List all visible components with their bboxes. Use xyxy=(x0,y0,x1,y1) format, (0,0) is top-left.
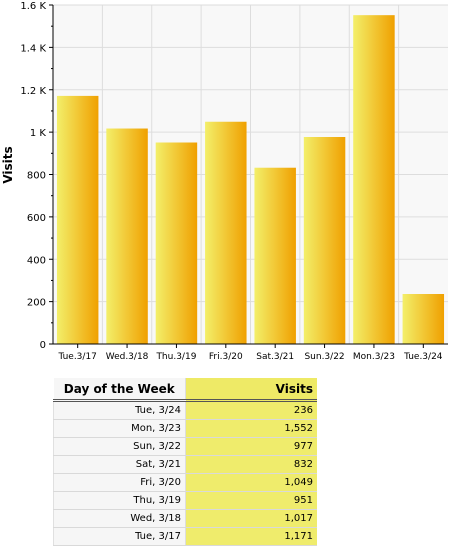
y-tick-label: 600 xyxy=(27,213,46,224)
table-body: Tue, 3/24 236 Mon, 3/23 1,552 Sun, 3/22 977 Sa… xyxy=(53,400,317,546)
cell-visits: 1,171 xyxy=(185,527,317,546)
cell-visits: 951 xyxy=(185,491,317,510)
y-axis-label: Visits xyxy=(1,146,15,183)
cell-day: Fri, 3/20 xyxy=(53,473,186,492)
cell-day: Tue, 3/24 xyxy=(53,400,186,420)
x-tick-label: Mon.3/23 xyxy=(353,352,395,362)
cell-day: Mon, 3/23 xyxy=(53,419,186,438)
x-tick-label: Tue.3/24 xyxy=(403,352,443,362)
bar-chart: 0 200 400 600 800 1 K 1.2 K 1.4 K 1.6 K Tue.3/17 W… xyxy=(1,1,448,362)
x-tick-label: Wed.3/18 xyxy=(106,352,149,362)
table-row: Wed, 3/18 1,017 xyxy=(53,509,317,528)
table-row: Sat, 3/21 832 xyxy=(53,455,317,474)
bar[interactable] xyxy=(155,142,198,344)
data-table: Day of the Week Visits Tue, 3/24 236 Mon, … xyxy=(53,378,317,546)
table-header-row: Day of the Week Visits xyxy=(53,378,317,402)
y-tick-label: 1.6 K xyxy=(20,1,46,12)
cell-visits: 1,552 xyxy=(185,419,317,438)
x-tick-label: Thu.3/19 xyxy=(155,352,196,362)
cell-day: Wed, 3/18 xyxy=(53,509,186,528)
table-row: Fri, 3/20 1,049 xyxy=(53,473,317,492)
header-visits[interactable]: Visits xyxy=(185,378,317,402)
y-tick-label: 1.2 K xyxy=(20,86,46,97)
bar[interactable] xyxy=(402,293,445,344)
table-row: Tue, 3/24 236 xyxy=(53,400,317,420)
table-row: Tue, 3/17 1,171 xyxy=(53,527,317,546)
cell-visits: 1,049 xyxy=(185,473,317,492)
x-tick-label: Sun.3/22 xyxy=(304,352,344,362)
x-tick-label: Sat.3/21 xyxy=(256,352,294,362)
y-tick-label: 400 xyxy=(27,255,46,266)
table-row: Mon, 3/23 1,552 xyxy=(53,419,317,438)
x-tick-label: Tue.3/17 xyxy=(57,352,96,362)
y-tick-label: 800 xyxy=(27,171,46,182)
cell-day: Sun, 3/22 xyxy=(53,437,186,456)
cell-visits: 1,017 xyxy=(185,509,317,528)
y-tick-label: 200 xyxy=(27,298,46,309)
header-day-of-week[interactable]: Day of the Week xyxy=(53,378,186,402)
bar[interactable] xyxy=(353,15,395,344)
table-row: Thu, 3/19 951 xyxy=(53,491,317,510)
bar[interactable] xyxy=(205,121,247,344)
bar[interactable] xyxy=(303,136,346,344)
y-tick-label: 1 K xyxy=(30,128,47,139)
cell-visits: 832 xyxy=(185,455,317,474)
cell-visits: 977 xyxy=(185,437,317,456)
cell-visits: 236 xyxy=(185,400,317,420)
x-tick-label: Fri.3/20 xyxy=(209,352,243,362)
table-row: Sun, 3/22 977 xyxy=(53,437,317,456)
cell-day: Thu, 3/19 xyxy=(53,491,186,510)
y-tick-label: 0 xyxy=(40,340,46,351)
bar[interactable] xyxy=(254,167,296,344)
bars xyxy=(56,15,445,344)
y-tick-label: 1.4 K xyxy=(20,43,46,54)
bar[interactable] xyxy=(56,95,99,344)
bar[interactable] xyxy=(106,128,148,344)
cell-day: Tue, 3/17 xyxy=(53,527,186,546)
axes: 0 200 400 600 800 1 K 1.2 K 1.4 K 1.6 K Tue.3/17 W… xyxy=(20,1,448,362)
cell-day: Sat, 3/21 xyxy=(53,455,186,474)
